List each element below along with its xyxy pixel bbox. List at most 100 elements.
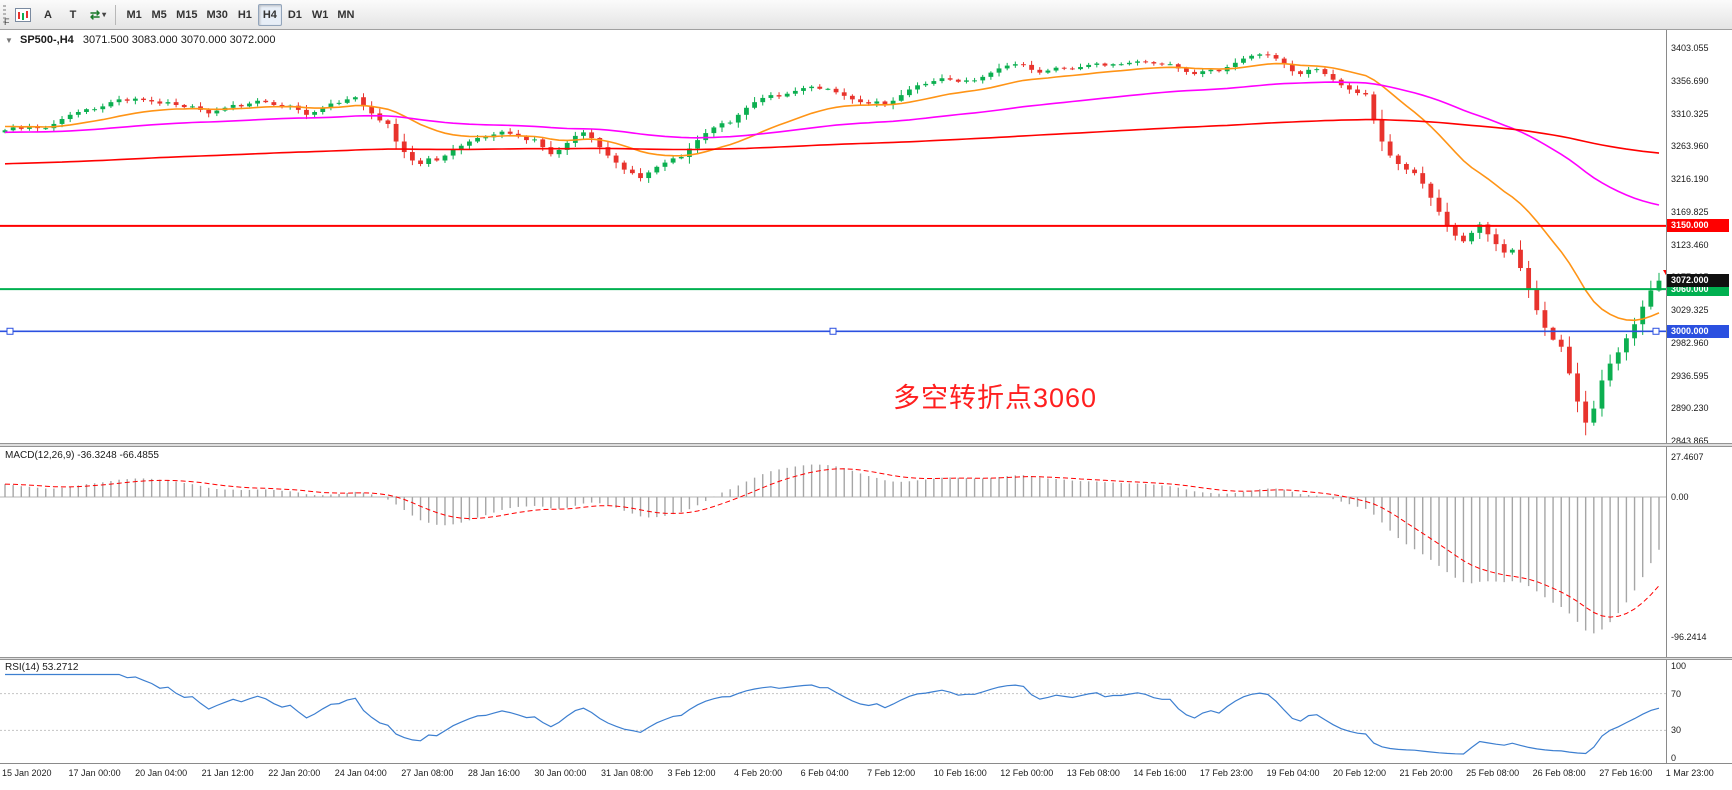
candle	[1469, 232, 1475, 242]
candle	[10, 127, 16, 131]
panel-splitter[interactable]	[0, 657, 1732, 660]
timeframe-button-mn[interactable]: MN	[333, 4, 358, 26]
timeframe-button-d1[interactable]: D1	[283, 4, 307, 26]
time-axis-label: 7 Feb 12:00	[867, 768, 916, 778]
candle	[1599, 380, 1605, 409]
candle	[613, 155, 619, 163]
timeframe-button-m15[interactable]: M15	[172, 4, 201, 26]
candle	[1012, 64, 1018, 66]
candle	[450, 149, 456, 156]
candle	[43, 128, 49, 130]
candle	[605, 147, 611, 156]
candle	[866, 102, 872, 104]
candle	[931, 81, 937, 84]
candle	[1167, 64, 1173, 66]
candle	[1493, 234, 1499, 245]
price-tag-3000.000: 3000.000	[1667, 324, 1729, 338]
template-t-button[interactable]: T	[61, 4, 85, 26]
candle	[662, 162, 668, 167]
panel-splitter[interactable]	[0, 443, 1732, 447]
candle	[507, 131, 513, 134]
candle	[304, 109, 309, 115]
time-axis-label: 12 Feb 00:00	[1000, 768, 1054, 778]
chart-window-icon-button[interactable]	[11, 4, 35, 26]
symbol-label: SP500-,H4	[19, 34, 74, 46]
timeframe-button-m30[interactable]: M30	[202, 4, 231, 26]
candle	[597, 137, 603, 148]
candle	[1298, 71, 1303, 75]
time-axis-label: 3 Feb 12:00	[667, 768, 716, 778]
candle	[1273, 55, 1279, 59]
candle	[255, 100, 260, 104]
candle	[1428, 183, 1434, 198]
main-chart-canvas[interactable]	[0, 30, 1666, 443]
candle	[1118, 64, 1124, 66]
chart-title: ▼ SP500-,H4 3071.500 3083.000 3070.000 3…	[5, 34, 276, 46]
time-axis-label: 13 Feb 08:00	[1066, 768, 1120, 778]
timeframe-button-m5[interactable]: M5	[147, 4, 171, 26]
candle	[695, 140, 700, 149]
candle	[1208, 69, 1214, 72]
candle	[116, 99, 122, 103]
candle	[1550, 327, 1556, 340]
cycle-arrows-button[interactable]: ⇄ ▾	[86, 4, 110, 26]
candle	[638, 173, 643, 179]
timeframe-button-h1[interactable]: H1	[233, 4, 257, 26]
candle	[1656, 280, 1662, 291]
macd-signal-line	[4, 468, 1660, 618]
candle	[1412, 169, 1417, 174]
candle	[801, 88, 806, 91]
time-axis-label: 1 Mar 23:00	[1665, 768, 1714, 778]
cycle-arrows-icon: ⇄	[90, 7, 101, 22]
candle	[1289, 64, 1295, 72]
candle	[1281, 58, 1287, 65]
timeframe-button-w1[interactable]: W1	[308, 4, 333, 26]
candle	[467, 141, 472, 146]
candle	[1355, 89, 1360, 94]
candle	[173, 102, 179, 105]
candle	[1346, 85, 1352, 90]
candle	[744, 107, 749, 115]
time-axis[interactable]: 15 Jan 2020 17 Jan 00:00 20 Jan 04:00 21 Ja…	[0, 764, 1732, 790]
candle	[108, 102, 114, 107]
candle	[1159, 63, 1165, 65]
candle	[727, 122, 733, 124]
candle	[1061, 67, 1067, 69]
candle	[352, 97, 358, 100]
candle	[556, 149, 562, 155]
hline-handle[interactable]	[829, 327, 837, 335]
candle	[320, 107, 326, 112]
toolbar-grip[interactable]	[3, 4, 6, 25]
candle	[1518, 249, 1523, 269]
candle	[1509, 249, 1515, 253]
price-axis[interactable]: 3403.055 3356.690 3310.325 3263.960 3216.190…	[1667, 30, 1732, 763]
time-axis-label: 20 Feb 12:00	[1333, 768, 1387, 778]
candle	[1534, 289, 1540, 311]
rsi-axis-label: 100	[1671, 661, 1687, 671]
candle	[907, 89, 912, 96]
collapse-caret-icon[interactable]: ▼	[5, 36, 13, 45]
candle	[328, 103, 334, 108]
candle	[1078, 67, 1083, 70]
annotation-a-button[interactable]: A	[36, 4, 60, 26]
rsi-chart-canvas[interactable]	[0, 660, 1666, 763]
candle	[1021, 64, 1026, 66]
candle	[581, 132, 586, 136]
candle	[1526, 268, 1532, 290]
macd-chart-canvas[interactable]	[0, 447, 1666, 657]
hline-handle[interactable]	[6, 327, 14, 335]
candle	[1452, 225, 1458, 236]
candle	[817, 86, 823, 89]
candle	[230, 104, 236, 108]
timeframe-button-h4[interactable]: H4	[257, 3, 282, 26]
candle	[84, 109, 89, 112]
candle	[923, 83, 929, 86]
hline-handle[interactable]	[1652, 327, 1660, 335]
candle	[499, 131, 505, 135]
candle	[621, 162, 627, 170]
ma-slow-line	[4, 118, 1660, 165]
text-annotation[interactable]: 多空转折点3060	[893, 383, 1098, 413]
candle	[1135, 61, 1140, 63]
candle	[678, 156, 684, 159]
timeframe-button-m1[interactable]: M1	[122, 4, 146, 26]
